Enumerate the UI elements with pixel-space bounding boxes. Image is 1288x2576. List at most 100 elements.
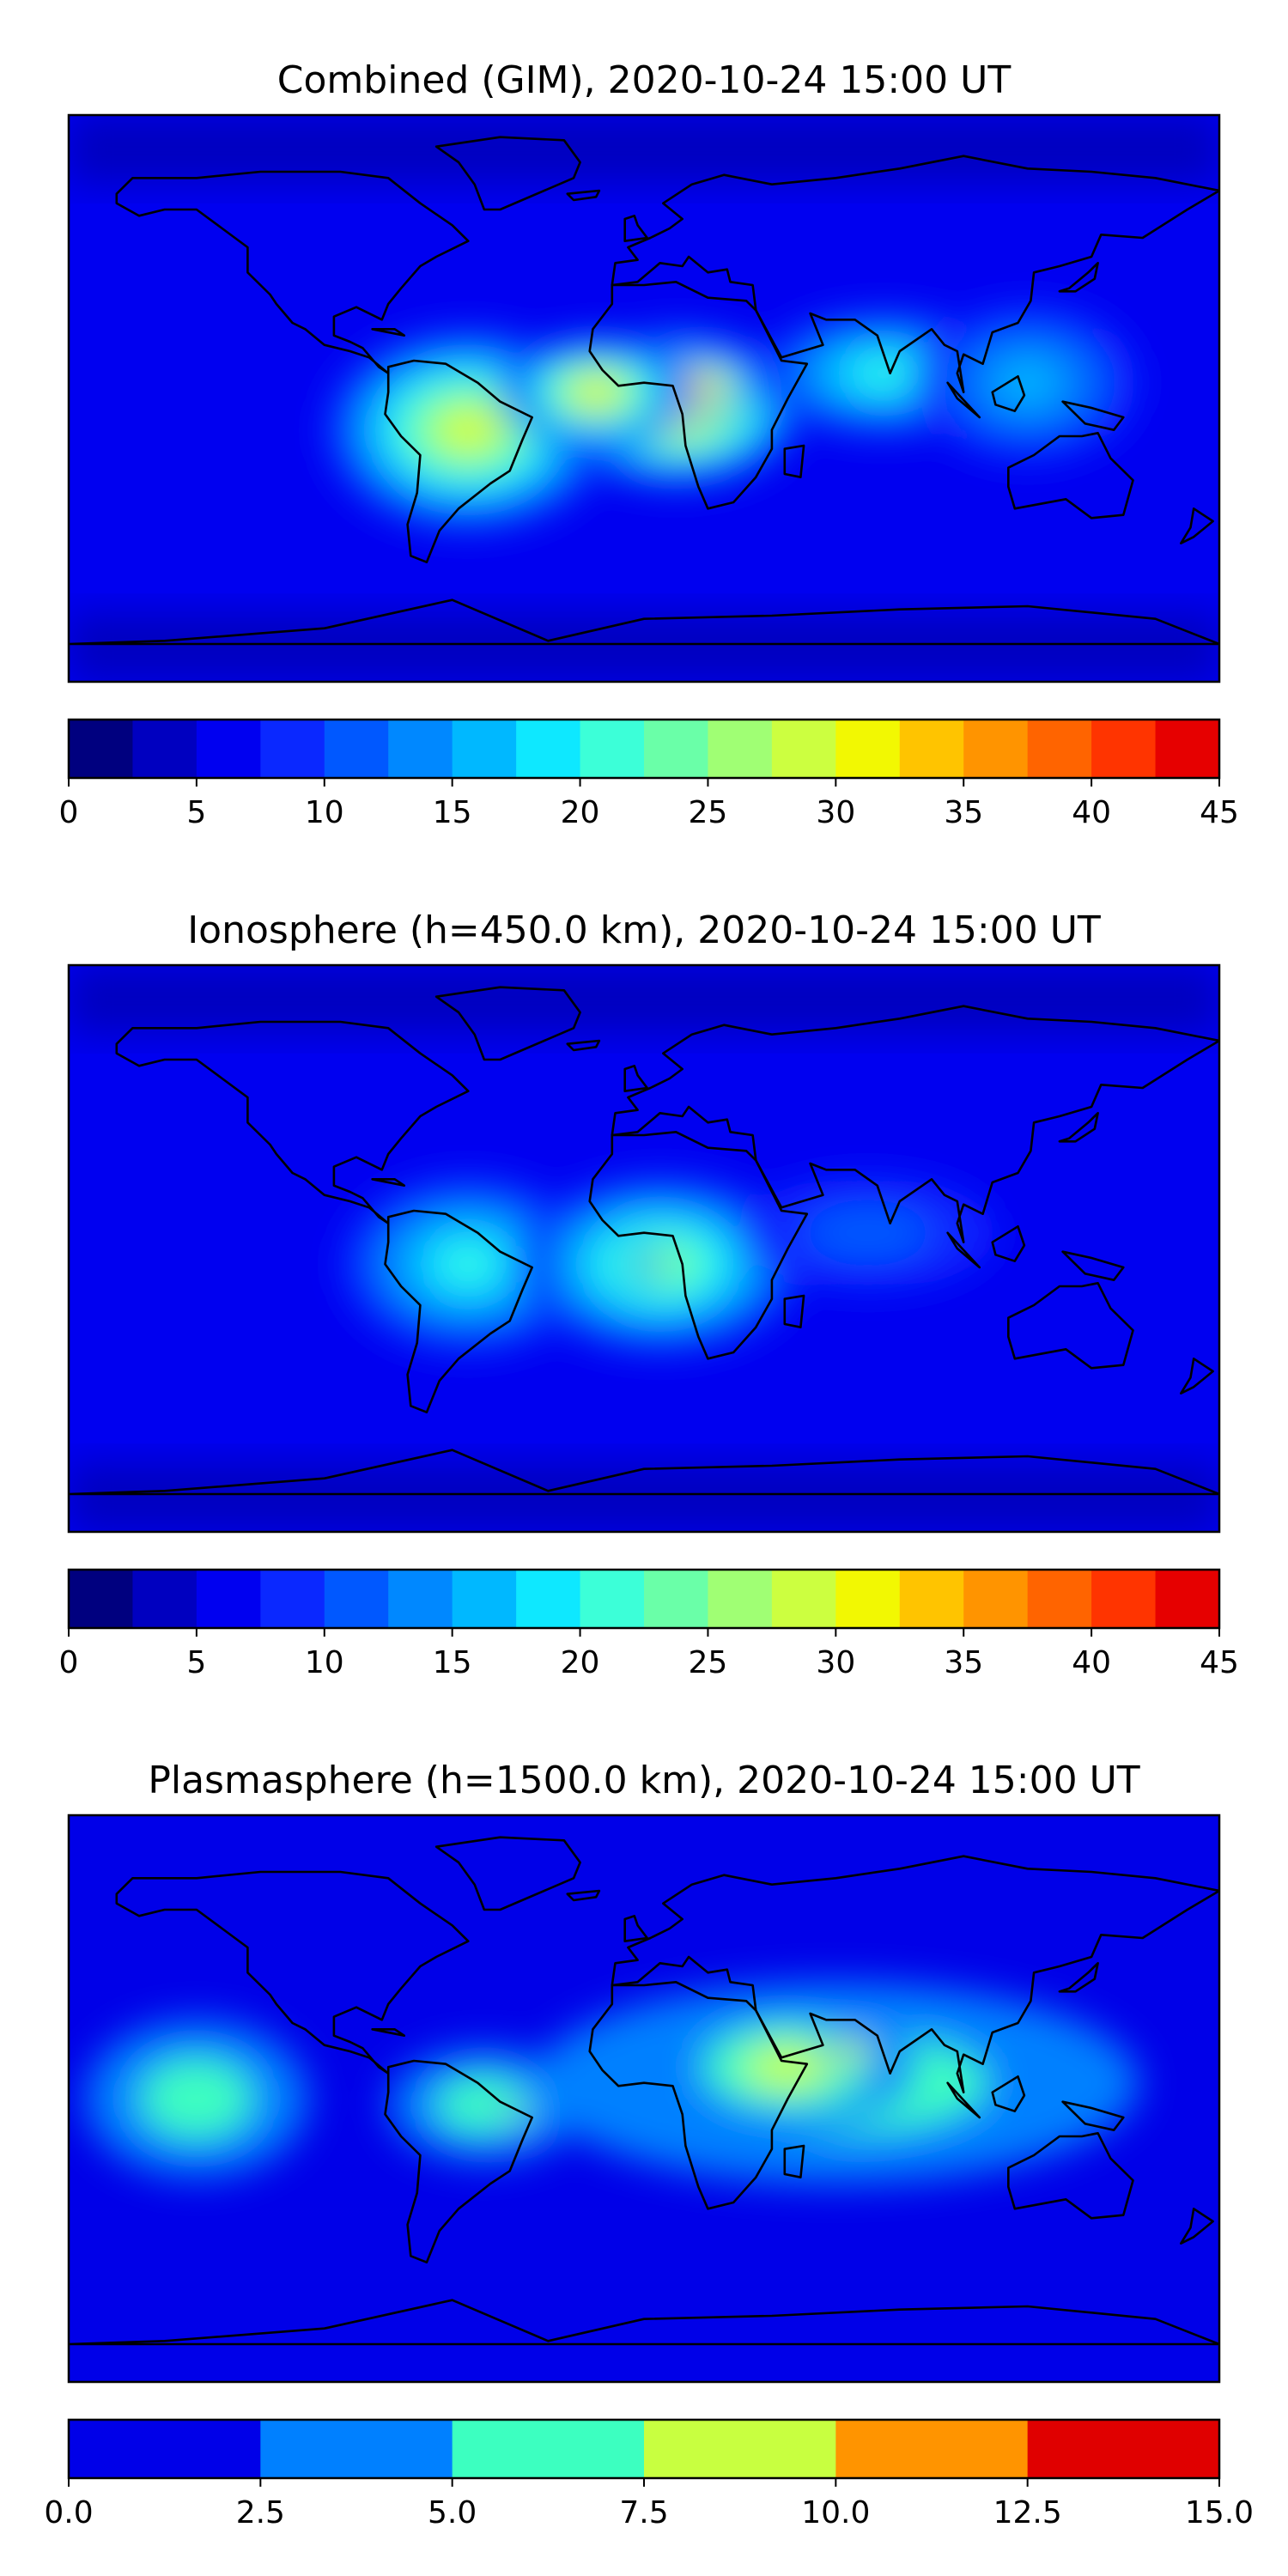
colorbar-bin bbox=[644, 720, 709, 778]
colorbar-tick-label: 25 bbox=[689, 1645, 728, 1680]
colorbar-tick-label: 5 bbox=[186, 795, 206, 830]
colorbar-tick-label: 40 bbox=[1072, 795, 1111, 830]
colorbar-bin bbox=[1027, 1570, 1092, 1628]
coastline bbox=[783, 2144, 805, 2178]
coastline bbox=[1180, 2208, 1214, 2245]
colorbar-tick-label: 5.0 bbox=[428, 2495, 477, 2530]
colorbar-bin bbox=[69, 2420, 261, 2478]
colorbar-bin bbox=[69, 720, 134, 778]
colorbar-bin bbox=[1155, 720, 1220, 778]
map-frame bbox=[67, 963, 1221, 1534]
coastlines bbox=[69, 136, 1219, 646]
coastline bbox=[566, 1039, 601, 1052]
colorbar-bin bbox=[1091, 720, 1157, 778]
coastlines bbox=[69, 1836, 1219, 2346]
coastline bbox=[1058, 1962, 1099, 1993]
colorbar-bin bbox=[388, 720, 453, 778]
polar-cap-south bbox=[69, 613, 1219, 682]
colorbar-bin bbox=[771, 1570, 836, 1628]
colorbar-bin bbox=[899, 1570, 964, 1628]
colorbar-tick-label: 30 bbox=[816, 795, 855, 830]
colorbar-bin bbox=[132, 720, 197, 778]
colorbar-bin bbox=[260, 2420, 453, 2478]
coastline bbox=[566, 1889, 601, 1902]
colorbar-tick-label: 2.5 bbox=[236, 2495, 285, 2530]
colorbar-bin bbox=[260, 720, 325, 778]
coastline bbox=[783, 444, 805, 478]
coastline bbox=[991, 375, 1026, 412]
coastline bbox=[371, 2028, 406, 2037]
coastline bbox=[434, 1836, 581, 1911]
colorbar-tick-label: 0 bbox=[59, 795, 79, 830]
coastline bbox=[384, 359, 533, 563]
coastline bbox=[434, 136, 581, 211]
coastline bbox=[588, 281, 809, 510]
colorbar: 0 5 10 15 20 25 30 35 40 45 bbox=[59, 1568, 1239, 1680]
coastline bbox=[115, 1870, 470, 2075]
colorbar-tick-label: 0.0 bbox=[44, 2495, 93, 2530]
coastline bbox=[991, 2075, 1026, 2112]
tec-contour bbox=[697, 383, 706, 388]
coastline bbox=[69, 2299, 1219, 2346]
colorbar-frame bbox=[67, 1568, 1221, 1630]
tec-contour bbox=[804, 1204, 932, 1261]
coastline bbox=[611, 1005, 1219, 1243]
coastline bbox=[1007, 1282, 1134, 1370]
tec-contour bbox=[744, 2045, 831, 2088]
colorbar-tick-label: 20 bbox=[561, 795, 600, 830]
coastline bbox=[371, 1178, 406, 1187]
colorbar: 0 5 10 15 20 25 30 35 40 45 bbox=[59, 718, 1239, 830]
coastline bbox=[1058, 262, 1099, 293]
colorbar-bin bbox=[644, 2420, 836, 2478]
coastline bbox=[946, 1231, 981, 1269]
coastline bbox=[946, 2081, 981, 2119]
coastline bbox=[588, 1131, 809, 1360]
colorbar-bin bbox=[771, 720, 836, 778]
panel-1: Combined (GIM), 2020-10-24 15:00 UT 0 5 10 1… bbox=[59, 58, 1239, 830]
colorbar-bin bbox=[69, 1570, 134, 1628]
tec-contour bbox=[641, 1261, 647, 1267]
colorbar-bin bbox=[452, 720, 517, 778]
panel-title: Ionosphere (h=450.0 km), 2020-10-24 15:0… bbox=[187, 908, 1101, 952]
colorbar-tick-label: 35 bbox=[944, 795, 983, 830]
coastline bbox=[783, 1294, 805, 1328]
colorbar-tick-label: 10 bbox=[305, 1645, 344, 1680]
colorbar-tick-label: 35 bbox=[944, 1645, 983, 1680]
colorbar-tick-label: 15 bbox=[433, 795, 472, 830]
coastline bbox=[1007, 2132, 1134, 2220]
colorbar: 0.0 2.5 5.0 7.5 10.0 12.5 15.0 bbox=[44, 2418, 1254, 2530]
coastline bbox=[623, 1065, 648, 1092]
colorbar-frame bbox=[67, 718, 1221, 780]
colorbar-bin bbox=[899, 720, 964, 778]
coastline bbox=[611, 1855, 1219, 2093]
coastline bbox=[69, 1449, 1219, 1496]
tec-contour bbox=[862, 362, 905, 384]
coastline bbox=[69, 598, 1219, 646]
colorbar-bin bbox=[835, 2420, 1029, 2478]
tec-map bbox=[69, 965, 1219, 1532]
colorbar-tick-label: 12.5 bbox=[993, 2495, 1062, 2530]
coastline bbox=[991, 1225, 1026, 1262]
map-frame bbox=[67, 113, 1221, 683]
colorbar-tick-label: 25 bbox=[689, 795, 728, 830]
colorbar-bin bbox=[580, 720, 645, 778]
colorbar-bin bbox=[196, 720, 261, 778]
colorbar-tick-label: 5 bbox=[186, 1645, 206, 1680]
panel-3: Plasmasphere (h=1500.0 km), 2020-10-24 1… bbox=[44, 1759, 1254, 2530]
colorbar-tick-label: 15.0 bbox=[1185, 2495, 1254, 2530]
colorbar-bin bbox=[1155, 1570, 1220, 1628]
colorbar-tick-label: 10 bbox=[305, 795, 344, 830]
coastlines bbox=[69, 986, 1219, 1496]
panel-title: Combined (GIM), 2020-10-24 15:00 UT bbox=[277, 58, 1012, 102]
coastline bbox=[566, 189, 601, 202]
colorbar-bin bbox=[963, 1570, 1029, 1628]
colorbar-bin bbox=[963, 720, 1029, 778]
colorbar-tick-label: 30 bbox=[816, 1645, 855, 1680]
coastline bbox=[384, 2059, 533, 2263]
colorbar-tick-label: 0 bbox=[59, 1645, 79, 1680]
colorbar-bin bbox=[516, 720, 581, 778]
colorbar-bin bbox=[644, 1570, 709, 1628]
tec-contour bbox=[453, 419, 483, 440]
colorbar-bin bbox=[835, 720, 901, 778]
